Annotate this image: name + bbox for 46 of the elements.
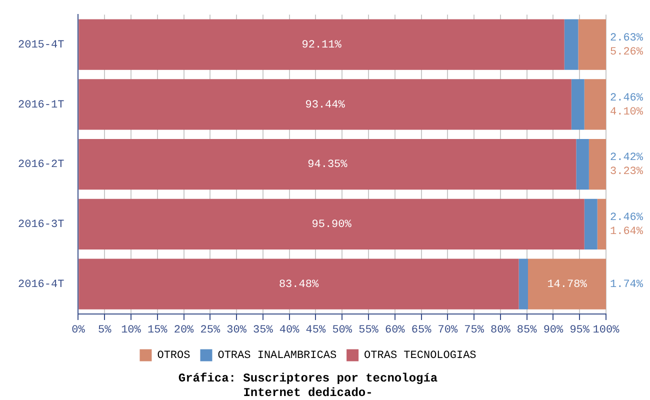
x-tick-label: 55% xyxy=(358,324,379,337)
x-tick-label: 0% xyxy=(72,324,86,337)
x-tick-label: 10% xyxy=(121,324,142,337)
x-tick-label: 85% xyxy=(516,324,538,337)
data-label: 14.78% xyxy=(547,278,588,291)
x-tick-label: 60% xyxy=(384,324,406,337)
y-tick-label: 2016-4T xyxy=(18,278,65,291)
data-label: 4.10% xyxy=(610,106,644,118)
x-tick-label: 30% xyxy=(226,324,247,337)
data-label: 2.46% xyxy=(610,92,644,104)
y-tick-label: 2016-2T xyxy=(18,159,65,172)
data-label: 2.42% xyxy=(610,152,644,164)
y-tick-label: 2016-3T xyxy=(18,219,65,232)
x-tick-label: 65% xyxy=(411,324,432,337)
x-tick-label: 50% xyxy=(332,324,352,337)
x-tick-label: 95% xyxy=(570,324,590,337)
legend-label: OTRAS INALAMBRICAS xyxy=(218,350,337,362)
x-tick-label: 5% xyxy=(98,324,112,337)
x-tick-label: 45% xyxy=(306,324,326,337)
data-label: 5.26% xyxy=(610,46,644,58)
x-tick-label: 70% xyxy=(438,324,458,337)
y-tick-label: 2015-4T xyxy=(18,39,65,52)
text: Internet dedicado- xyxy=(243,386,373,400)
x-tick-label: 75% xyxy=(464,324,484,337)
x-tick-label: 35% xyxy=(253,324,274,337)
legend-label: OTRAS TECNOLOGIAS xyxy=(364,350,477,362)
data-label: 95.90% xyxy=(312,219,352,232)
data-label: 2.63% xyxy=(610,32,644,44)
data-label: 83.48% xyxy=(278,278,319,291)
x-tick-label: 90% xyxy=(543,324,564,337)
y-tick-label: 2016-1T xyxy=(18,99,65,112)
data-label: 2.46% xyxy=(610,212,644,224)
x-tick-label: 20% xyxy=(174,324,194,337)
data-label: 3.23% xyxy=(610,166,644,178)
x-tick-label: 25% xyxy=(200,324,220,337)
data-label: 94.35% xyxy=(308,159,348,172)
data-label: 93.44% xyxy=(305,99,346,112)
data-label: 1.64% xyxy=(610,226,644,238)
x-tick-label: 80% xyxy=(490,324,511,337)
x-tick-label: 100% xyxy=(592,324,620,337)
legend-label: OTROS xyxy=(157,350,191,362)
text: Gráfica: Suscriptores por tecnología xyxy=(178,371,438,386)
data-label: 92.11% xyxy=(302,39,342,52)
x-tick-label: 15% xyxy=(147,324,168,337)
data-label: 1.74% xyxy=(610,278,644,291)
x-tick-label: 40% xyxy=(279,324,300,337)
